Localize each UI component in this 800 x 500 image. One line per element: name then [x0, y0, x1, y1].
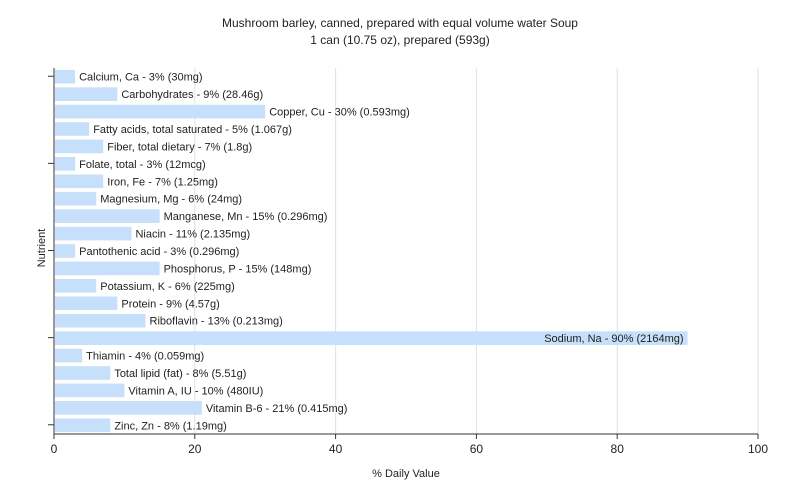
bar-label: Iron, Fe - 7% (1.25mg): [107, 176, 218, 188]
bar-label: Vitamin B-6 - 21% (0.415mg): [206, 403, 348, 415]
bar-label: Potassium, K - 6% (225mg): [100, 281, 235, 293]
x-axis-title: % Daily Value: [372, 468, 440, 480]
bar: [55, 348, 83, 363]
bar: [55, 261, 160, 276]
gridlines: [194, 68, 759, 434]
bar-label: Pantothenic acid - 3% (0.296mg): [79, 246, 239, 258]
x-tick-label: 40: [329, 442, 343, 456]
bar: [55, 174, 104, 189]
x-tick-labels: 0 20 40 60 80 100: [51, 442, 769, 456]
bar-label: Fatty acids, total saturated - 5% (1.067…: [93, 124, 292, 136]
bar-label: Sodium, Na - 90% (2164mg): [544, 333, 683, 345]
bar-label: Protein - 9% (4.57g): [121, 298, 219, 310]
x-tick-label: 0: [51, 442, 58, 456]
bar-label: Riboflavin - 13% (0.213mg): [150, 316, 283, 328]
bar: [55, 87, 118, 101]
bar-label: Magnesium, Mg - 6% (24mg): [100, 194, 242, 206]
bar: [55, 244, 76, 258]
bar-label: Carbohydrates - 9% (28.46g): [121, 89, 263, 101]
y-axis-title: Nutrient: [36, 229, 48, 268]
bar: [55, 122, 90, 136]
bar-label: Phosphorus, P - 15% (148mg): [164, 263, 312, 275]
bars: Calcium, Ca - 3% (30mg) Carbohydrates - 9…: [55, 69, 688, 433]
x-tick-label: 20: [188, 442, 202, 456]
bar-label: Copper, Cu - 30% (0.593mg): [269, 107, 410, 119]
x-tick-label: 100: [748, 442, 768, 456]
x-tick-label: 80: [611, 442, 625, 456]
bar-label: Manganese, Mn - 15% (0.296mg): [164, 211, 328, 223]
axes: [48, 68, 759, 439]
bar: [55, 69, 76, 84]
bar: [55, 313, 146, 328]
chart-title: Mushroom barley, canned, prepared with e…: [222, 16, 578, 30]
x-tick-label: 60: [470, 442, 484, 456]
bar: [55, 366, 111, 380]
bar: [55, 139, 104, 154]
bar-label: Folate, total - 3% (12mcg): [79, 159, 206, 171]
bar: [55, 383, 125, 398]
bar-label: Fiber, total dietary - 7% (1.8g): [107, 141, 252, 153]
bar-label: Total lipid (fat) - 8% (5.51g): [114, 368, 246, 380]
bar-label: Thiamin - 4% (0.059mg): [86, 351, 204, 363]
bar: [55, 157, 76, 171]
bar: [55, 296, 118, 311]
bar: [55, 279, 97, 293]
bar: [55, 191, 97, 206]
bar-label: Calcium, Ca - 3% (30mg): [79, 72, 202, 84]
bar-label: Zinc, Zn - 8% (1.19mg): [114, 420, 226, 432]
bar-label: Vitamin A, IU - 10% (480IU): [128, 385, 263, 397]
bar: [55, 226, 132, 241]
chart-subtitle: 1 can (10.75 oz), prepared (593g): [310, 33, 489, 47]
bar: [55, 418, 111, 433]
bar: [55, 209, 160, 223]
bar: [55, 104, 266, 119]
bar: [55, 331, 688, 345]
bar-label: Niacin - 11% (2.135mg): [135, 229, 250, 241]
bar: [55, 401, 202, 415]
